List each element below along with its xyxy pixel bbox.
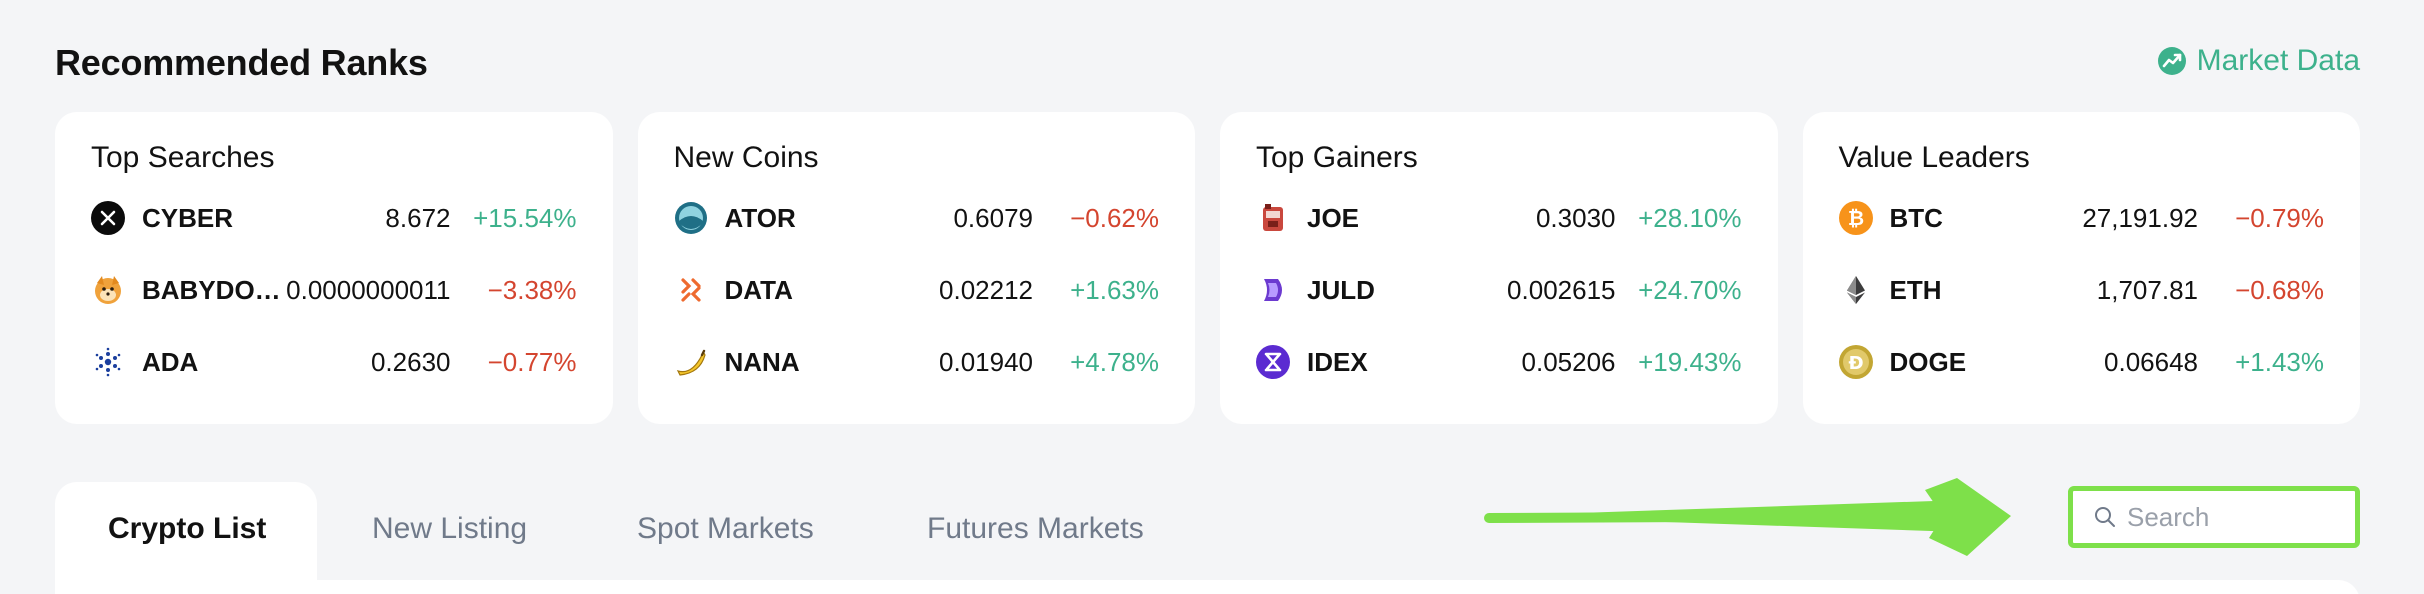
- coin-change: −0.79%: [2235, 202, 2324, 233]
- coin-row[interactable]: ATOR 0.6079 −0.62%: [674, 182, 1159, 254]
- coin-price: 8.672: [385, 202, 451, 233]
- ator-icon: [674, 202, 707, 234]
- svg-text:₿: ₿: [1847, 206, 1863, 230]
- coin-symbol: DOGE: [1889, 346, 1967, 377]
- card-value-leaders: Value Leaders ₿ BTC 27,191.92 −0.79% ETH: [1802, 112, 2360, 424]
- search-icon: [2095, 507, 2115, 527]
- market-tabs: Crypto List New Listing Spot Markets Fut…: [55, 482, 2360, 594]
- coin-row[interactable]: ADA 0.2630 −0.77%: [91, 326, 577, 398]
- coin-price: 0.0000000011: [286, 274, 451, 305]
- search-box[interactable]: [2068, 486, 2360, 548]
- tab-content-panel: [55, 580, 2360, 594]
- juld-icon: [1264, 279, 1282, 301]
- coin-symbol: ADA: [142, 346, 199, 377]
- coin-symbol: CYBER: [142, 202, 234, 233]
- coin-change: +19.43%: [1638, 346, 1742, 377]
- market-data-label: Market Data: [2196, 44, 2360, 77]
- header: Recommended Ranks Market Data: [55, 38, 2360, 88]
- doge-icon: Ð: [1838, 345, 1873, 379]
- card-top-searches: Top Searches CYBER 8.672 +15.54%: [55, 112, 613, 424]
- coin-price: 0.3030: [1535, 202, 1616, 233]
- arrow-annotation: [1484, 478, 2011, 556]
- coin-change: −0.68%: [2235, 274, 2324, 305]
- coin-symbol: DATA: [724, 274, 793, 305]
- coin-row[interactable]: ETH 1,707.81 −0.68%: [1839, 254, 2324, 326]
- coin-change: +1.63%: [1070, 274, 1159, 305]
- coin-price: 0.2630: [370, 346, 451, 377]
- btc-icon: ₿: [1838, 201, 1873, 235]
- babydoge-icon: [95, 276, 121, 304]
- coin-row[interactable]: Ð DOGE 0.06648 +1.43%: [1838, 326, 2324, 398]
- rank-cards: Top Searches CYBER 8.672 +15.54%: [55, 112, 2360, 424]
- svg-text:Ð: Ð: [1848, 353, 1863, 374]
- coin-price: 0.05206: [1521, 346, 1616, 377]
- coin-price: 0.02212: [939, 274, 1033, 305]
- card-top-gainers: Top Gainers JOE 0.3030 +28.10% JULD 0: [1220, 112, 1778, 424]
- coin-symbol: NANA: [724, 346, 800, 377]
- coin-change: −0.62%: [1070, 202, 1159, 233]
- search-input[interactable]: [2127, 501, 2327, 533]
- joe-icon: [1263, 204, 1283, 231]
- active-tab-background: [55, 482, 317, 594]
- coin-price: 1,707.81: [2096, 274, 2198, 305]
- coin-row[interactable]: DATA 0.02212 +1.63%: [674, 254, 1159, 326]
- card-title: New Coins: [673, 141, 819, 174]
- tab-crypto-list[interactable]: Crypto List: [108, 512, 267, 545]
- coin-row[interactable]: CYBER 8.672 +15.54%: [91, 182, 577, 254]
- banana-icon: [676, 349, 706, 376]
- data-icon: [680, 278, 701, 302]
- coin-change: +15.54%: [473, 202, 577, 233]
- coin-row[interactable]: NANA 0.01940 +4.78%: [674, 326, 1159, 398]
- coin-change: −3.38%: [487, 274, 577, 305]
- coin-price: 0.06648: [2104, 346, 2198, 377]
- coin-row[interactable]: ₿ BTC 27,191.92 −0.79%: [1838, 182, 2324, 254]
- coin-change: +24.70%: [1638, 274, 1742, 305]
- coin-symbol: JULD: [1307, 274, 1375, 305]
- tab-spot-markets[interactable]: Spot Markets: [637, 512, 814, 545]
- coin-symbol: BTC: [1889, 202, 1943, 233]
- card-title: Value Leaders: [1838, 141, 2030, 174]
- market-data-link[interactable]: Market Data: [2157, 44, 2360, 78]
- idex-icon: [1256, 345, 1290, 379]
- coin-change: +28.10%: [1638, 202, 1742, 233]
- coin-price: 0.6079: [953, 202, 1033, 233]
- coin-change: −0.77%: [487, 346, 577, 377]
- tab-futures-markets[interactable]: Futures Markets: [927, 512, 1144, 545]
- coin-symbol: BABYDO…: [142, 274, 281, 305]
- coin-change: +1.43%: [2235, 346, 2324, 377]
- coin-row[interactable]: JULD 0.002615 +24.70%: [1256, 254, 1742, 326]
- coin-symbol: JOE: [1307, 202, 1360, 233]
- tab-new-listing[interactable]: New Listing: [372, 512, 528, 545]
- eth-icon: [1846, 276, 1865, 304]
- coin-symbol: IDEX: [1307, 346, 1368, 377]
- coin-row[interactable]: IDEX 0.05206 +19.43%: [1256, 326, 1742, 398]
- coin-symbol: ETH: [1889, 274, 1942, 305]
- coin-row[interactable]: JOE 0.3030 +28.10%: [1256, 182, 1742, 254]
- coin-row[interactable]: BABYDO… 0.0000000011 −3.38%: [91, 254, 577, 326]
- card-title: Top Searches: [91, 141, 275, 174]
- coin-price: 0.01940: [939, 346, 1033, 377]
- page-title: Recommended Ranks: [55, 42, 428, 83]
- coin-price: 0.002615: [1507, 274, 1616, 305]
- coin-change: +4.78%: [1070, 346, 1159, 377]
- trend-up-icon: [2157, 47, 2186, 75]
- card-title: Top Gainers: [1256, 141, 1418, 174]
- cyber-icon: [91, 201, 125, 235]
- ada-icon: [95, 347, 121, 377]
- coin-price: 27,191.92: [2082, 202, 2198, 233]
- coin-symbol: ATOR: [724, 202, 796, 233]
- card-new-coins: New Coins ATOR 0.6079 −0.62%: [637, 112, 1195, 424]
